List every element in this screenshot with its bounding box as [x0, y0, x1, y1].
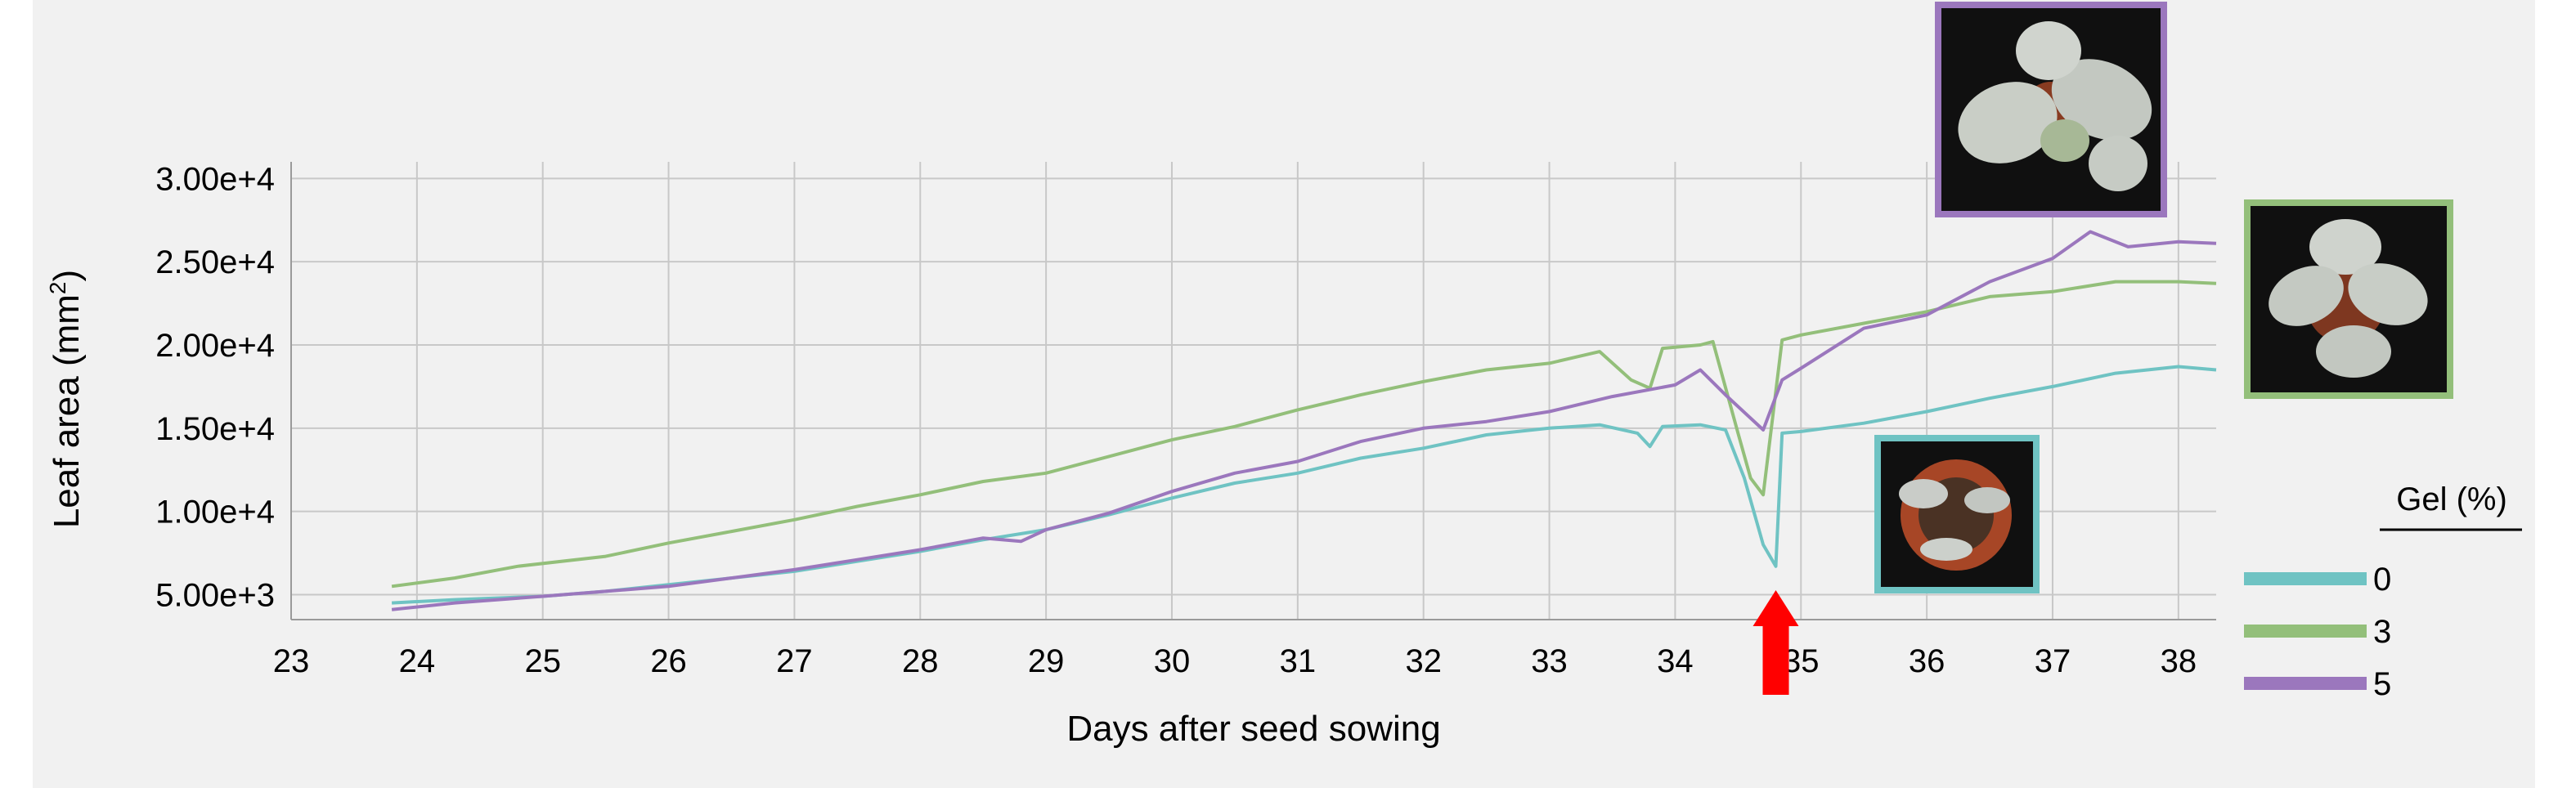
legend-swatch-gel-0	[2244, 572, 2367, 585]
x-tick-label: 31	[1280, 643, 1317, 679]
series-line-gel-5	[391, 230, 2217, 611]
x-tick-label: 36	[1909, 643, 1945, 679]
y-axis-title: Leaf area (mm2)	[45, 270, 87, 528]
y-axis-title-suffix: )	[47, 270, 87, 282]
legend-swatch-gel-3	[2244, 625, 2367, 638]
x-tick-label: 29	[1028, 643, 1065, 679]
series-layer	[391, 230, 2217, 611]
plant-photo-gel-3	[2244, 199, 2453, 399]
series-line-gel-3	[391, 280, 2217, 589]
grid-layer	[290, 162, 2216, 620]
x-tick-label: 34	[1657, 643, 1694, 679]
legend-label-gel-0: 0	[2373, 562, 2391, 598]
x-tick-label: 24	[399, 643, 436, 679]
red-arrow-icon	[1752, 590, 1799, 695]
x-tick-label: 37	[2035, 643, 2071, 679]
y-tick-label: 1.00e+4	[155, 495, 275, 531]
legend-title: Gel (%)	[2396, 481, 2507, 517]
legend-swatch-gel-5	[2244, 677, 2367, 690]
plant-photo-gel-0	[1874, 435, 2040, 593]
tick-layer: 23 24 25 26 27 28 29 30 31 32 33 34 35 36 37 385.00e+31…	[155, 161, 2197, 679]
y-axis-title-text: Leaf area (mm	[47, 294, 87, 528]
x-tick-label: 27	[776, 643, 813, 679]
x-tick-label: 30	[1154, 643, 1191, 679]
x-tick-label: 23	[273, 643, 310, 679]
y-tick-label: 2.00e+4	[155, 328, 275, 364]
x-tick-label: 25	[524, 643, 561, 679]
x-axis-title: Days after seed sowing	[1066, 709, 1440, 749]
y-tick-label: 2.50e+4	[155, 244, 275, 280]
x-tick-label: 38	[2161, 643, 2197, 679]
legend-label-gel-3: 3	[2373, 614, 2391, 650]
y-tick-label: 1.50e+4	[155, 411, 275, 447]
legend-items: 0 3 5	[2244, 562, 2391, 702]
x-tick-label: 26	[650, 643, 687, 679]
y-tick-label: 5.00e+3	[155, 577, 275, 613]
x-tick-label: 28	[902, 643, 939, 679]
x-tick-label: 32	[1405, 643, 1442, 679]
y-axis-title-superscript: 2	[45, 281, 70, 294]
y-tick-label: 3.00e+4	[155, 161, 275, 197]
x-tick-label: 33	[1531, 643, 1568, 679]
legend: Gel (%) 0 3 5	[2244, 481, 2522, 702]
plant-photo-gel-5	[1935, 2, 2167, 217]
legend-label-gel-5: 5	[2373, 666, 2391, 702]
